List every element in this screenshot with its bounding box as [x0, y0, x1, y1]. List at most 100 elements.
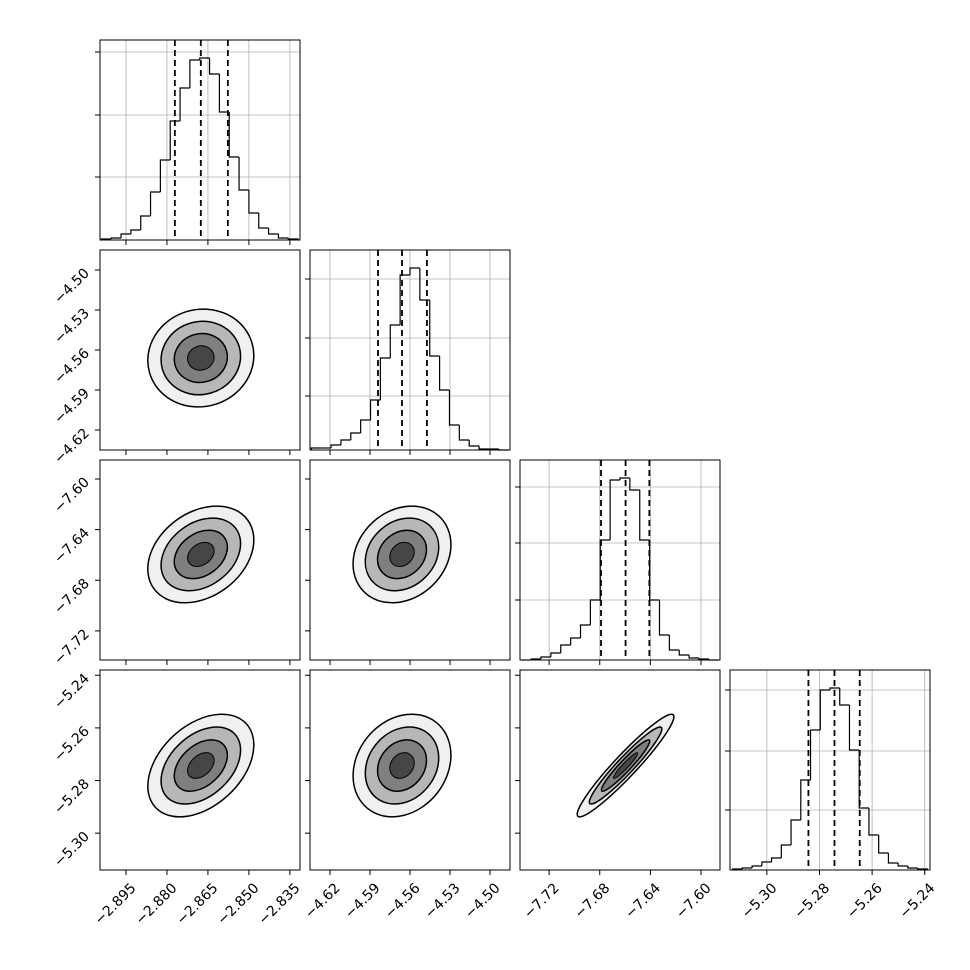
histogram-step	[350, 432, 361, 440]
histogram-step	[110, 237, 122, 239]
histogram-step	[330, 444, 341, 448]
histogram-step	[458, 425, 470, 441]
histogram-step	[149, 191, 161, 216]
histogram-step	[658, 600, 670, 636]
panel-frame	[99, 39, 301, 241]
contour	[612, 752, 639, 779]
histogram-step	[770, 857, 782, 862]
x-tick-label: −7.64	[622, 880, 664, 922]
histogram-step	[399, 274, 410, 325]
histogram-step	[540, 656, 551, 659]
histogram-step	[478, 446, 489, 450]
y-tick-label: −5.28	[51, 776, 93, 818]
histogram-step	[340, 439, 351, 445]
histogram-step	[858, 750, 869, 809]
histogram-step	[189, 59, 200, 88]
x-tick-label: −4.50	[462, 880, 504, 922]
histogram-step	[907, 866, 918, 869]
histogram-step	[179, 87, 190, 121]
x-tick-label: −2.880	[133, 880, 181, 928]
y-tick-label: −7.64	[51, 525, 93, 567]
histogram-step	[439, 356, 450, 391]
x-tick-label: −7.68	[572, 880, 614, 922]
histogram-step	[429, 300, 440, 357]
histogram-step	[409, 267, 420, 275]
histogram-step	[819, 689, 830, 730]
histogram-step	[130, 229, 141, 234]
histogram-step	[468, 440, 480, 447]
histogram-step	[897, 863, 908, 867]
x-tick-label: −5.30	[739, 880, 781, 922]
y-tick-label: −4.50	[51, 266, 93, 308]
histogram-step	[698, 658, 709, 660]
x-tick-label: −2.895	[92, 880, 140, 928]
histogram-step	[688, 655, 699, 659]
histogram-step	[878, 835, 889, 854]
panel-frame	[99, 249, 301, 451]
histogram-step	[419, 268, 430, 301]
histogram-step	[389, 324, 401, 358]
histogram-step	[448, 390, 460, 426]
histogram-step	[238, 157, 249, 191]
x-tick-label: −4.56	[382, 880, 424, 922]
y-tick-label: −4.53	[51, 306, 93, 348]
panel-frame	[309, 669, 511, 871]
y-tick-label: −5.30	[51, 829, 93, 871]
x-tick-label: −2.850	[215, 880, 263, 928]
histogram-step	[589, 599, 601, 625]
panel-frame	[309, 459, 511, 661]
y-tick-label: −7.68	[51, 576, 93, 618]
y-tick-label: −4.59	[51, 386, 93, 428]
histogram-step	[199, 57, 210, 60]
histogram-step	[310, 447, 322, 450]
histogram-step	[360, 419, 371, 433]
y-tick-label: −7.60	[51, 475, 93, 517]
histogram-step	[800, 779, 811, 820]
histogram-step	[560, 644, 571, 653]
histogram-step	[678, 650, 690, 656]
x-tick-label: −7.60	[673, 880, 715, 922]
histogram-step	[169, 120, 181, 160]
histogram-step	[751, 865, 762, 868]
panel-frame	[99, 459, 301, 661]
histogram-step	[790, 819, 801, 845]
histogram-step	[570, 637, 581, 645]
histogram-step	[120, 233, 131, 238]
histogram-step	[629, 478, 640, 491]
histogram-step	[809, 729, 821, 780]
histogram-step	[609, 479, 620, 540]
histogram-step	[379, 357, 391, 400]
contour	[187, 752, 215, 779]
histogram-step	[140, 215, 151, 230]
histogram-step	[649, 540, 660, 601]
histogram-step	[218, 74, 230, 113]
histogram-step	[369, 399, 381, 420]
histogram-step	[159, 159, 171, 192]
histogram-step	[228, 112, 240, 158]
histogram-step	[741, 867, 753, 869]
x-tick-label: −4.53	[422, 880, 464, 922]
panel-frame	[519, 669, 721, 871]
panel-frame	[99, 669, 301, 871]
histogram-step	[839, 688, 850, 706]
histogram-step	[619, 477, 630, 480]
x-tick-label: −2.835	[256, 880, 304, 928]
histogram-step	[829, 687, 840, 690]
y-tick-label: −7.72	[51, 626, 93, 668]
histogram-step	[639, 490, 650, 541]
contour	[389, 541, 415, 568]
contour	[187, 541, 215, 568]
y-tick-label: −4.56	[51, 345, 93, 387]
y-tick-label: −5.26	[51, 723, 93, 765]
x-tick-label: −7.72	[521, 880, 563, 922]
histogram-step	[277, 234, 289, 239]
panel-frame	[519, 459, 721, 661]
x-tick-label: −5.26	[844, 880, 886, 922]
histogram-step	[668, 635, 680, 651]
histogram-step	[761, 861, 772, 866]
histogram-step	[267, 228, 279, 235]
x-tick-label: −4.62	[302, 880, 344, 922]
x-tick-label: −4.59	[342, 880, 384, 922]
y-tick-label: −4.62	[51, 426, 93, 468]
